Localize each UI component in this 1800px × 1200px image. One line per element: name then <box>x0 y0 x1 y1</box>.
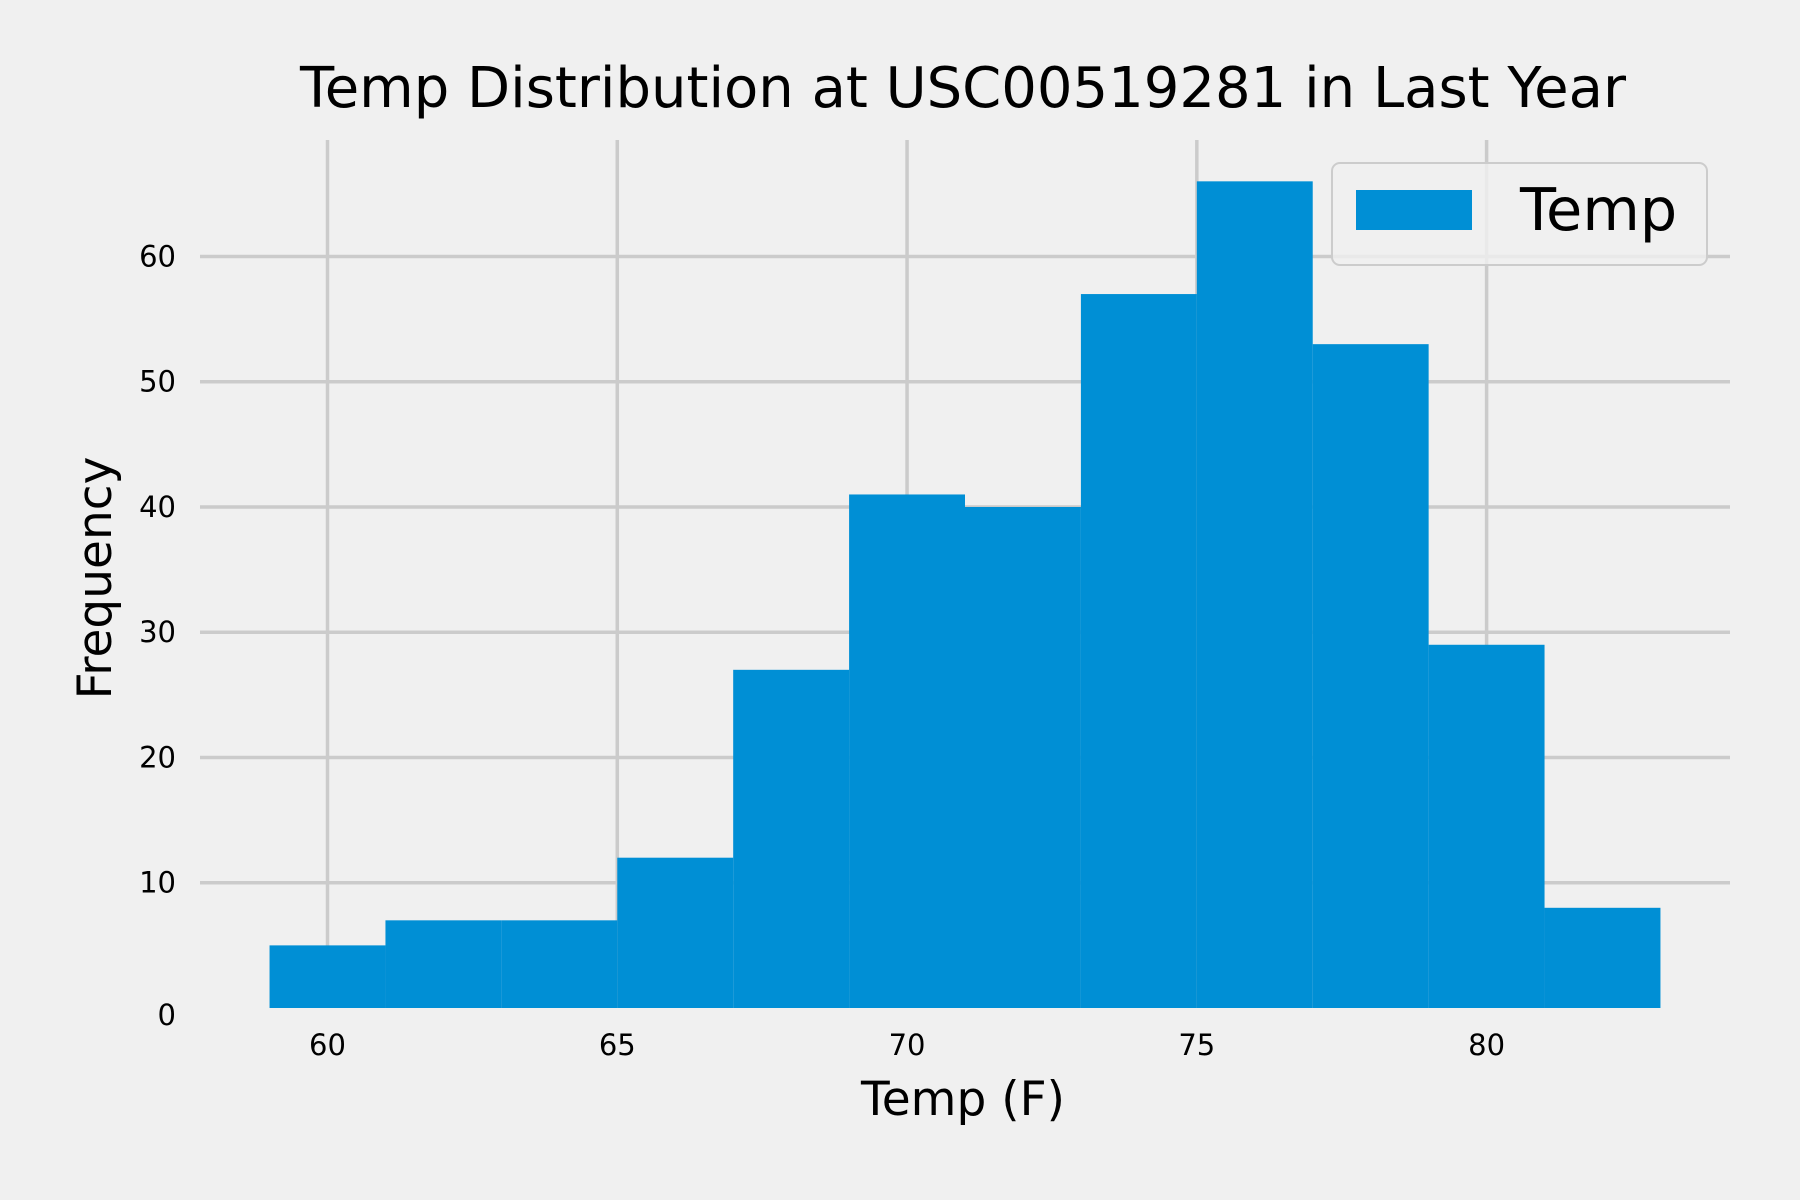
histogram-bar-65-67 <box>617 857 734 1008</box>
y-tick-label-0: 0 <box>158 998 176 1032</box>
y-tick-label-20: 20 <box>139 740 176 774</box>
y-tick-label-40: 40 <box>139 490 176 524</box>
x-tick-label-65: 65 <box>599 1028 636 1062</box>
legend: Temp <box>1331 162 1708 266</box>
histogram-bar-77-79 <box>1312 344 1429 1008</box>
histogram-bar-59-61 <box>269 945 386 1008</box>
legend-label: Temp <box>1519 175 1677 244</box>
x-tick-label-70: 70 <box>889 1028 926 1062</box>
histogram-bar-71-73 <box>965 506 1081 1008</box>
y-tick-label-50: 50 <box>139 365 176 399</box>
histogram-bar-63-65 <box>501 920 618 1008</box>
x-tick-label-75: 75 <box>1178 1028 1215 1062</box>
histogram-bar-75-77 <box>1196 181 1313 1009</box>
tick-labels: 60 65 70 75 80 0 10 20 30 40 50 60 <box>139 239 1505 1062</box>
histogram-bar-79-81 <box>1428 644 1545 1008</box>
histogram-bar-81-83 <box>1544 907 1661 1008</box>
x-axis-label: Temp (F) <box>860 1072 1065 1127</box>
histogram-bar-67-69 <box>733 669 850 1008</box>
chart-title: Temp Distribution at USC00519281 in Last… <box>299 56 1627 121</box>
y-axis-label: Frequency <box>68 457 123 700</box>
histogram-bar-69-71 <box>849 494 965 1008</box>
histogram-bar-61-63 <box>385 920 502 1008</box>
legend-swatch <box>1356 190 1472 230</box>
y-tick-label-60: 60 <box>139 239 176 273</box>
x-tick-label-80: 80 <box>1468 1028 1505 1062</box>
y-tick-label-30: 30 <box>139 615 176 649</box>
bars <box>269 181 1661 1009</box>
legend-box <box>1331 162 1708 266</box>
histogram-bar-73-75 <box>1080 294 1197 1008</box>
x-tick-label-60: 60 <box>309 1028 346 1062</box>
y-tick-label-10: 10 <box>139 866 176 900</box>
